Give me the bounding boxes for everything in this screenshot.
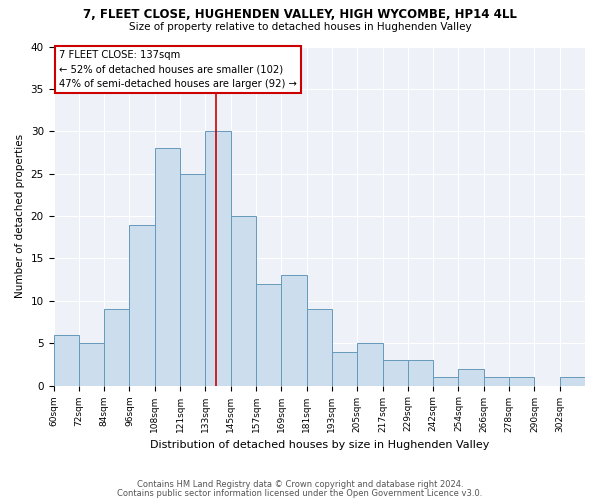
Bar bbox=[332, 352, 357, 386]
Text: 7, FLEET CLOSE, HUGHENDEN VALLEY, HIGH WYCOMBE, HP14 4LL: 7, FLEET CLOSE, HUGHENDEN VALLEY, HIGH W… bbox=[83, 8, 517, 20]
Bar bbox=[130, 224, 155, 386]
X-axis label: Distribution of detached houses by size in Hughenden Valley: Distribution of detached houses by size … bbox=[149, 440, 489, 450]
Bar bbox=[357, 343, 383, 386]
Bar bbox=[230, 216, 256, 386]
Bar bbox=[484, 377, 509, 386]
Bar bbox=[53, 334, 79, 386]
Bar bbox=[281, 276, 307, 386]
Bar bbox=[433, 377, 458, 386]
Bar bbox=[155, 148, 180, 386]
Text: Size of property relative to detached houses in Hughenden Valley: Size of property relative to detached ho… bbox=[128, 22, 472, 32]
Bar bbox=[256, 284, 281, 386]
Bar bbox=[408, 360, 433, 386]
Bar bbox=[104, 310, 130, 386]
Bar bbox=[180, 174, 205, 386]
Bar bbox=[383, 360, 408, 386]
Bar bbox=[307, 310, 332, 386]
Bar bbox=[205, 132, 230, 386]
Bar bbox=[560, 377, 585, 386]
Y-axis label: Number of detached properties: Number of detached properties bbox=[15, 134, 25, 298]
Bar bbox=[509, 377, 535, 386]
Text: Contains public sector information licensed under the Open Government Licence v3: Contains public sector information licen… bbox=[118, 488, 482, 498]
Bar bbox=[458, 368, 484, 386]
Text: 7 FLEET CLOSE: 137sqm
← 52% of detached houses are smaller (102)
47% of semi-det: 7 FLEET CLOSE: 137sqm ← 52% of detached … bbox=[59, 50, 297, 90]
Bar bbox=[79, 343, 104, 386]
Text: Contains HM Land Registry data © Crown copyright and database right 2024.: Contains HM Land Registry data © Crown c… bbox=[137, 480, 463, 489]
